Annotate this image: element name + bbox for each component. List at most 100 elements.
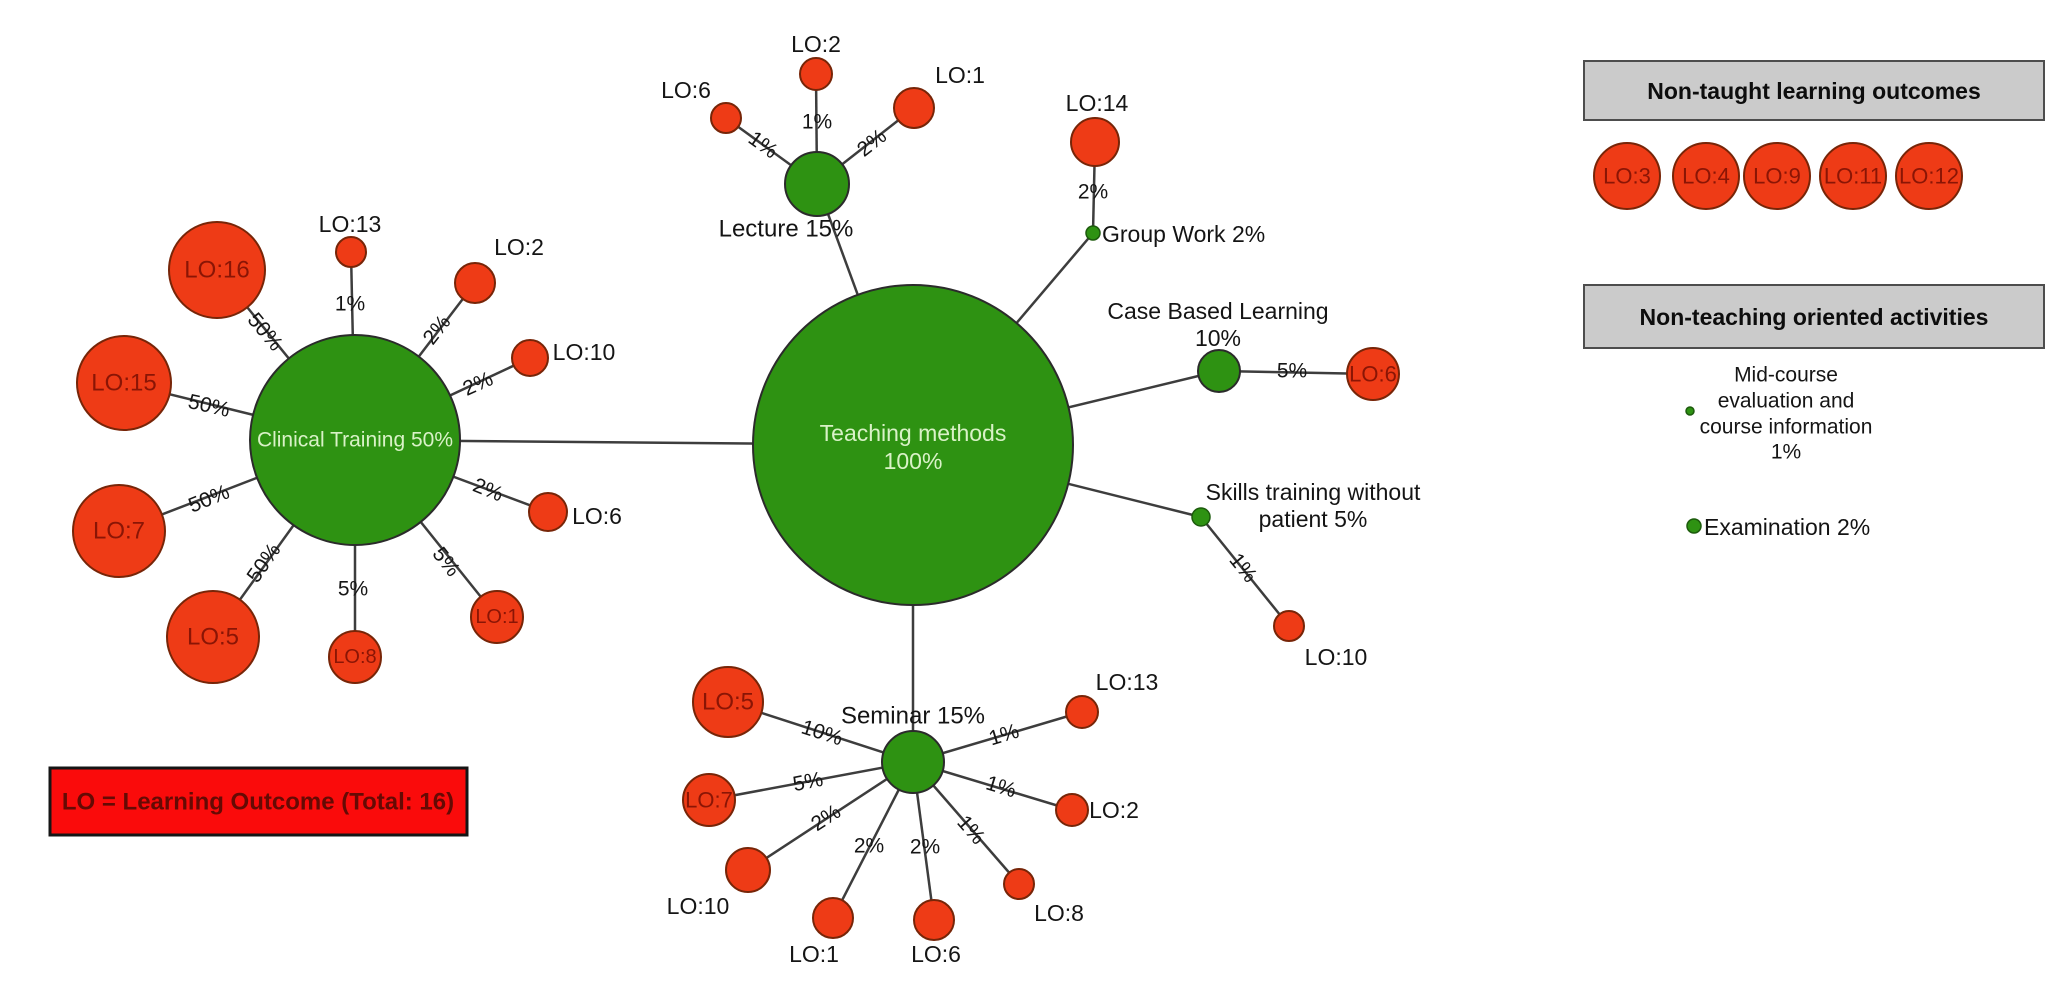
node-lecture-lo1 <box>893 87 935 129</box>
node-seminar-lo10 <box>725 847 771 893</box>
label-seminar-lo2: LO:2 <box>1089 797 1139 823</box>
node-skills-training <box>1191 507 1211 527</box>
label-group-work: Group Work 2% <box>1102 221 1265 247</box>
label-clinical-lo15: LO:15 <box>91 370 156 397</box>
node-mid-course <box>1685 406 1695 416</box>
label-clinical-lo16: LO:16 <box>184 257 249 284</box>
label-teaching-line2: 100% <box>884 448 943 474</box>
label-casebased-lo6: LO:6 <box>1349 362 1397 387</box>
node-clinical-lo5 <box>166 590 260 684</box>
label-mid-course-line2: evaluation and <box>1718 390 1855 413</box>
node-groupwork-lo14 <box>1070 117 1120 167</box>
non-taught-header-box <box>1583 60 2045 121</box>
label-case-based-pct: 10% <box>1195 325 1241 351</box>
node-nontaught-lo11 <box>1819 142 1887 210</box>
pct-seminar-lo7: 5% <box>791 768 825 796</box>
nodes <box>72 57 1400 941</box>
label-clinical-training: Clinical Training 50% <box>257 429 453 452</box>
node-examination <box>1686 518 1702 534</box>
node-nontaught-lo4 <box>1672 142 1740 210</box>
label-seminar-lo1: LO:1 <box>789 941 839 967</box>
label-clinical-lo6: LO:6 <box>572 503 622 529</box>
label-nontaught-lo4: LO:4 <box>1682 164 1730 189</box>
label-mid-course-line3: course information <box>1700 416 1873 439</box>
node-nontaught-lo3 <box>1593 142 1661 210</box>
node-clinical-training <box>249 334 461 546</box>
node-case-based-learning <box>1197 349 1241 393</box>
label-clinical-lo2: LO:2 <box>494 234 544 260</box>
non-teaching-panel: Non-teaching oriented activities Mid-cou… <box>1583 284 2045 540</box>
node-clinical-lo13 <box>335 236 367 268</box>
node-seminar <box>881 730 945 794</box>
node-labels: Teaching methods 100% Clinical Training … <box>91 31 1421 967</box>
node-clinical-lo1 <box>470 590 524 644</box>
node-seminar-lo7 <box>682 773 736 827</box>
node-nontaught-lo9 <box>1743 142 1811 210</box>
label-nontaught-lo3: LO:3 <box>1603 164 1651 189</box>
label-seminar-lo8: LO:8 <box>1034 900 1084 926</box>
label-lecture-lo2: LO:2 <box>791 31 841 57</box>
non-teaching-header-text: Non-teaching oriented activities <box>1640 304 1989 330</box>
label-mid-course-line4: 1% <box>1771 441 1801 464</box>
pct-clinical-lo10: 2% <box>459 367 496 400</box>
label-skills-line2: patient 5% <box>1259 506 1368 532</box>
node-seminar-lo1 <box>812 897 854 939</box>
node-clinical-lo6 <box>528 492 568 532</box>
node-seminar-lo6 <box>913 899 955 941</box>
label-seminar-lo5: LO:5 <box>702 689 754 716</box>
pct-lecture-lo6: 1% <box>744 127 782 163</box>
label-clinical-lo13: LO:13 <box>319 211 382 237</box>
node-skills-lo10 <box>1273 610 1305 642</box>
node-lecture-lo2 <box>799 57 833 91</box>
node-lecture-lo6 <box>710 102 742 134</box>
label-seminar-lo7: LO:7 <box>685 788 733 813</box>
label-groupwork-lo14: LO:14 <box>1066 90 1129 116</box>
label-nontaught-lo11: LO:11 <box>1824 164 1882 189</box>
label-mid-course-line1: Mid-course <box>1734 364 1838 387</box>
pct-seminar-lo2: 1% <box>983 772 1019 803</box>
node-casebased-lo6 <box>1346 347 1400 401</box>
legend-box <box>48 766 469 837</box>
node-seminar-lo2 <box>1055 793 1089 827</box>
node-clinical-lo15 <box>76 335 172 431</box>
pct-clinical-lo15: 50% <box>186 390 232 422</box>
node-clinical-lo7 <box>72 484 166 578</box>
label-lecture-lo6: LO:6 <box>661 77 711 103</box>
label-lecture-lo1: LO:1 <box>935 62 985 88</box>
label-examination: Examination 2% <box>1704 514 1870 540</box>
pct-clinical-lo6: 2% <box>470 474 507 507</box>
pct-clinical-lo7: 50% <box>185 480 233 517</box>
label-seminar: Seminar 15% <box>841 703 985 730</box>
label-case-based-title: Case Based Learning <box>1107 298 1328 324</box>
node-clinical-lo16 <box>168 221 266 319</box>
node-seminar-lo8 <box>1003 868 1035 900</box>
label-clinical-lo7: LO:7 <box>93 518 145 545</box>
label-teaching-line1: Teaching methods <box>820 420 1007 446</box>
label-clinical-lo5: LO:5 <box>187 624 239 651</box>
label-seminar-lo10: LO:10 <box>667 893 730 919</box>
node-clinical-lo10 <box>511 339 549 377</box>
pct-seminar-lo10: 2% <box>807 800 845 836</box>
label-clinical-lo1: LO:1 <box>475 606 518 628</box>
pct-seminar-lo13: 1% <box>986 720 1022 751</box>
edge-seminar-lo7 <box>708 760 914 802</box>
label-clinical-lo8: LO:8 <box>333 646 376 668</box>
label-seminar-lo13: LO:13 <box>1096 669 1159 695</box>
pct-seminar-lo6: 2% <box>910 836 940 859</box>
legend: LO = Learning Outcome (Total: 16) <box>48 766 469 837</box>
label-skills-line1: Skills training without <box>1206 479 1421 505</box>
pct-lecture-lo2: 1% <box>802 111 832 134</box>
non-taught-header-text: Non-taught learning outcomes <box>1647 78 1981 104</box>
edge-skills-lo10 <box>1200 516 1290 627</box>
label-seminar-lo6: LO:6 <box>911 941 961 967</box>
node-seminar-lo13 <box>1065 695 1099 729</box>
node-clinical-lo8 <box>328 630 382 684</box>
pct-seminar-lo5: 10% <box>798 716 845 751</box>
pct-groupwork-lo14: 2% <box>1078 181 1108 204</box>
label-nontaught-lo9: LO:9 <box>1753 164 1801 189</box>
non-teaching-header-box <box>1583 284 2045 349</box>
pct-casebased-lo6: 5% <box>1277 360 1307 383</box>
node-seminar-lo5 <box>692 666 764 738</box>
